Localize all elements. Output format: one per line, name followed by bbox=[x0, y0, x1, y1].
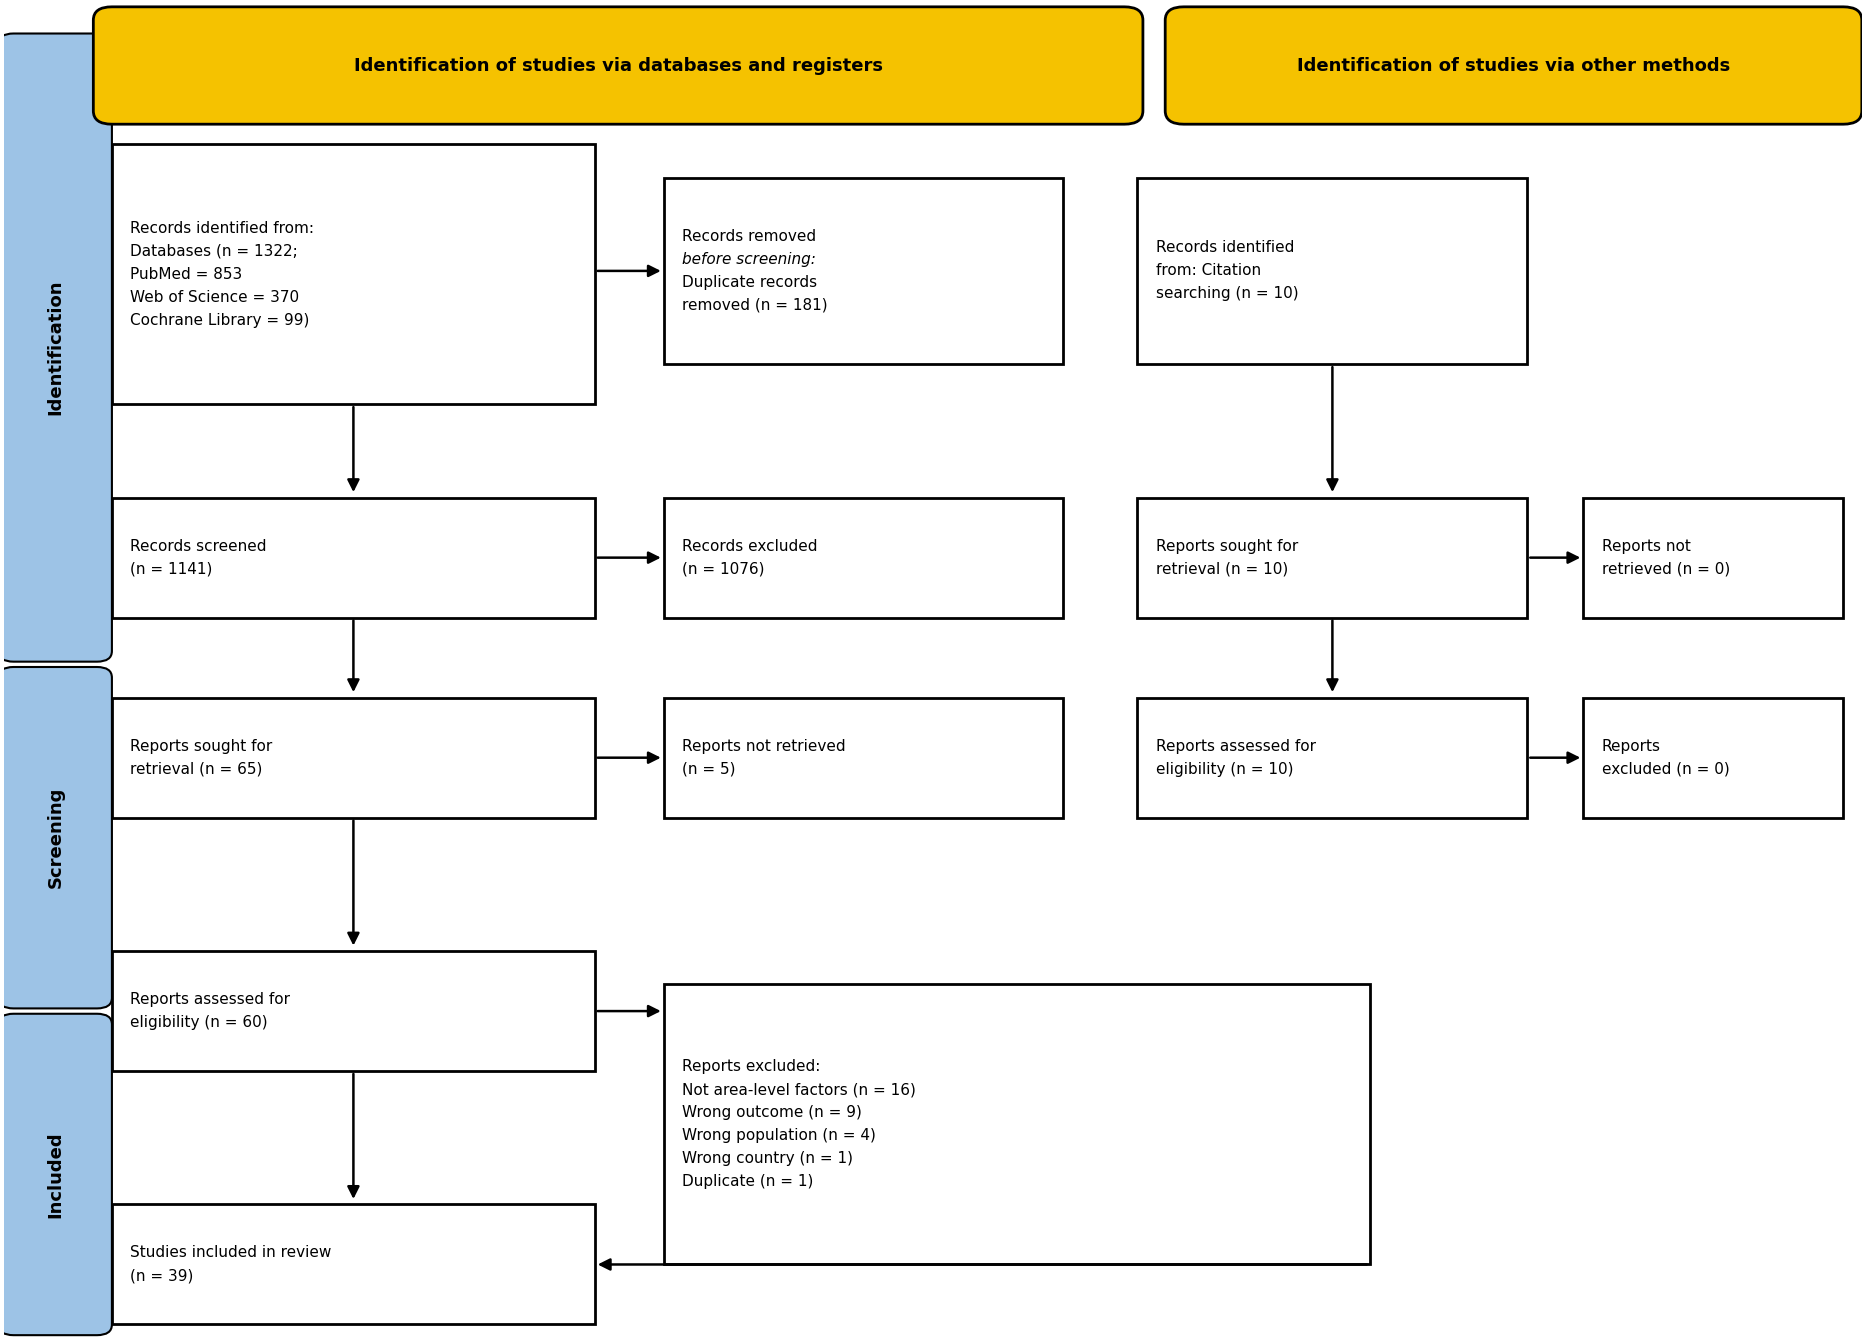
Text: Duplicate (n = 1): Duplicate (n = 1) bbox=[683, 1174, 814, 1189]
Text: Records removed: Records removed bbox=[683, 229, 815, 244]
Text: Identification of studies via databases and registers: Identification of studies via databases … bbox=[355, 56, 883, 75]
FancyBboxPatch shape bbox=[112, 698, 595, 817]
Text: (n = 5): (n = 5) bbox=[683, 762, 735, 777]
Text: (n = 1141): (n = 1141) bbox=[131, 562, 213, 577]
Text: excluded (n = 0): excluded (n = 0) bbox=[1601, 762, 1730, 777]
FancyBboxPatch shape bbox=[664, 498, 1064, 617]
FancyBboxPatch shape bbox=[0, 34, 112, 662]
FancyBboxPatch shape bbox=[112, 1205, 595, 1325]
Text: Reports not: Reports not bbox=[1601, 538, 1691, 554]
Text: Records identified: Records identified bbox=[1155, 240, 1295, 255]
Text: eligibility (n = 60): eligibility (n = 60) bbox=[131, 1015, 269, 1031]
Text: (n = 1076): (n = 1076) bbox=[683, 562, 765, 577]
Text: PubMed = 853: PubMed = 853 bbox=[131, 267, 243, 282]
FancyBboxPatch shape bbox=[0, 1013, 112, 1335]
Text: eligibility (n = 10): eligibility (n = 10) bbox=[1155, 762, 1293, 777]
Text: Wrong country (n = 1): Wrong country (n = 1) bbox=[683, 1151, 853, 1166]
FancyBboxPatch shape bbox=[1582, 698, 1844, 817]
Text: from: Citation: from: Citation bbox=[1155, 263, 1261, 278]
Text: (n = 39): (n = 39) bbox=[131, 1268, 194, 1283]
Text: Wrong outcome (n = 9): Wrong outcome (n = 9) bbox=[683, 1106, 862, 1121]
FancyBboxPatch shape bbox=[0, 667, 112, 1008]
FancyBboxPatch shape bbox=[112, 144, 595, 404]
Text: Included: Included bbox=[47, 1131, 63, 1217]
Text: removed (n = 181): removed (n = 181) bbox=[683, 298, 829, 313]
Text: Databases (n = 1322;: Databases (n = 1322; bbox=[131, 244, 299, 259]
Text: Reports not retrieved: Reports not retrieved bbox=[683, 738, 845, 754]
Text: Reports sought for: Reports sought for bbox=[131, 738, 272, 754]
Text: Records identified from:: Records identified from: bbox=[131, 220, 315, 236]
Text: Not area-level factors (n = 16): Not area-level factors (n = 16) bbox=[683, 1083, 916, 1098]
FancyBboxPatch shape bbox=[1138, 177, 1528, 364]
Text: before screening:: before screening: bbox=[683, 252, 815, 267]
FancyBboxPatch shape bbox=[664, 177, 1064, 364]
FancyBboxPatch shape bbox=[1138, 698, 1528, 817]
Text: Cochrane Library = 99): Cochrane Library = 99) bbox=[131, 313, 310, 327]
Text: Reports assessed for: Reports assessed for bbox=[1155, 738, 1316, 754]
Text: Reports excluded:: Reports excluded: bbox=[683, 1059, 821, 1075]
Text: Reports assessed for: Reports assessed for bbox=[131, 992, 291, 1006]
Text: retrieval (n = 65): retrieval (n = 65) bbox=[131, 762, 263, 777]
Text: Identification of studies via other methods: Identification of studies via other meth… bbox=[1297, 56, 1730, 75]
Text: Duplicate records: Duplicate records bbox=[683, 275, 817, 290]
FancyBboxPatch shape bbox=[1582, 498, 1844, 617]
FancyBboxPatch shape bbox=[112, 498, 595, 617]
Text: Records screened: Records screened bbox=[131, 538, 267, 554]
Text: Web of Science = 370: Web of Science = 370 bbox=[131, 290, 300, 305]
FancyBboxPatch shape bbox=[93, 7, 1142, 125]
FancyBboxPatch shape bbox=[1138, 498, 1528, 617]
FancyBboxPatch shape bbox=[664, 698, 1064, 817]
Text: Wrong population (n = 4): Wrong population (n = 4) bbox=[683, 1129, 877, 1143]
Text: Reports sought for: Reports sought for bbox=[1155, 538, 1299, 554]
FancyBboxPatch shape bbox=[1164, 7, 1862, 125]
Text: Reports: Reports bbox=[1601, 738, 1661, 754]
Text: Records excluded: Records excluded bbox=[683, 538, 817, 554]
Text: Identification: Identification bbox=[47, 280, 63, 415]
Text: retrieved (n = 0): retrieved (n = 0) bbox=[1601, 562, 1730, 577]
FancyBboxPatch shape bbox=[664, 985, 1370, 1264]
Text: searching (n = 10): searching (n = 10) bbox=[1155, 286, 1299, 302]
Text: Studies included in review: Studies included in review bbox=[131, 1245, 332, 1260]
Text: retrieval (n = 10): retrieval (n = 10) bbox=[1155, 562, 1288, 577]
FancyBboxPatch shape bbox=[112, 951, 595, 1071]
Text: Screening: Screening bbox=[47, 786, 63, 888]
